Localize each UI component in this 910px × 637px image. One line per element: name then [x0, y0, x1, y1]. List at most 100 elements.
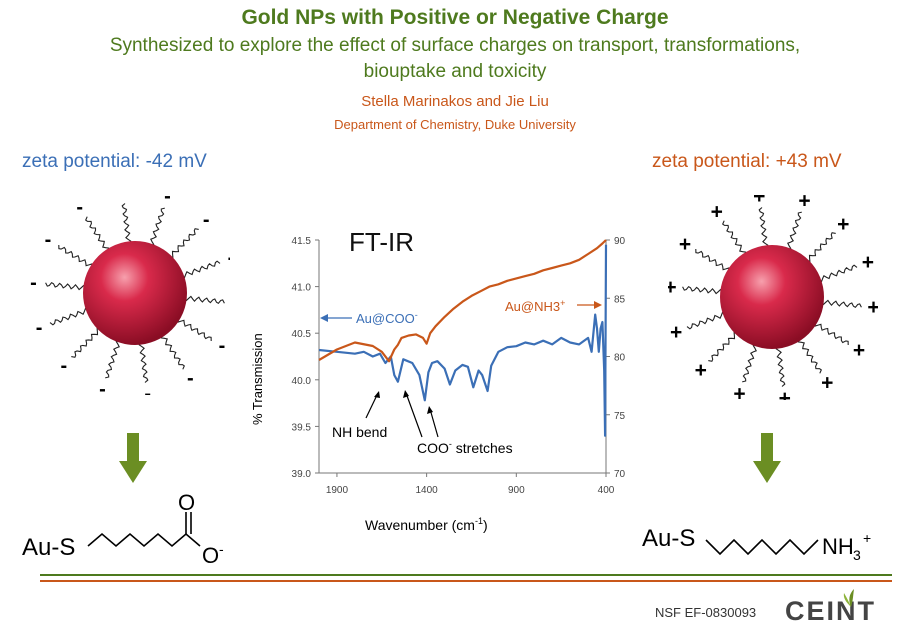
ligand: [686, 311, 726, 330]
plus-charge-icon: +: [837, 213, 849, 236]
minus-charge-icon: -: [164, 195, 171, 207]
formula-o-minus: O: [202, 543, 219, 568]
ligand: [184, 295, 225, 305]
ligand: [58, 244, 93, 267]
poster-subtitle-line1: Synthesized to explore the effect of sur…: [109, 35, 801, 56]
svg-text:Au@NH3+: Au@NH3+: [505, 298, 565, 314]
y-tick-label-left: 40.0: [292, 376, 312, 387]
svg-text:Au@COO-: Au@COO-: [356, 310, 418, 326]
alkyl-chain: [87, 532, 201, 548]
ligand: [806, 232, 836, 262]
series-line-au-coo: [318, 244, 608, 437]
ligand: [742, 343, 757, 383]
leaf-icon: [843, 589, 854, 607]
x-axis-label: Wavenumber (cm-1): [365, 516, 488, 533]
ligand: [758, 207, 769, 248]
formula-au-s: Au-S: [22, 534, 75, 561]
plus-charge-icon: +: [668, 276, 677, 299]
amine-ligand-formula: Au-S NH 3 +: [642, 525, 871, 563]
y-tick-label-left: 41.5: [292, 236, 312, 247]
down-arrow-left: [119, 433, 147, 483]
formula-minus-sup: -: [219, 541, 224, 557]
legend-au-nh3: Au@NH3+: [505, 298, 602, 314]
ligand: [105, 339, 120, 379]
chart-title: FT-IR: [349, 227, 414, 257]
legend-au-coo: Au@COO-: [320, 310, 418, 326]
department: Department of Chemistry, Duke University: [334, 117, 576, 132]
plus-charge-icon: +: [779, 387, 791, 400]
zeta-potential-negative: zeta potential: -42 mV: [22, 151, 207, 172]
plus-charge-icon: +: [821, 372, 833, 395]
positive-nanoparticle: +++++++++++ +++: [668, 195, 878, 400]
ftir-chart: FT-IR 39.0 39.5 40.0 40.5 41.0 41.5 70 75 80 85 90…: [250, 227, 626, 533]
ligand: [821, 299, 862, 309]
ligand-chains: [682, 207, 862, 387]
y-tick-label-right: 70: [614, 469, 626, 480]
negative-nanoparticle: --------------: [30, 195, 230, 395]
chart-axes: 39.0 39.5 40.0 40.5 41.0 41.5 70 75 80 85 90 1900 14…: [292, 236, 626, 496]
minus-charge-icon: -: [45, 229, 52, 251]
formula-sub-3: 3: [853, 547, 861, 563]
plus-charge-icon: +: [867, 296, 878, 319]
y-tick-label-right: 90: [614, 236, 626, 247]
y-tick-label-left: 39.5: [292, 422, 312, 433]
x-tick-label: 400: [598, 485, 615, 496]
ligand: [797, 338, 822, 374]
x-tick-label: 900: [508, 485, 525, 496]
ligand: [150, 207, 165, 247]
y-tick-label-right: 85: [614, 294, 626, 305]
x-tick-label: 1900: [326, 485, 349, 496]
chart-series: [318, 239, 608, 437]
plus-charge-icon: +: [670, 321, 682, 344]
formula-plus-sup: +: [863, 530, 871, 546]
authors: Stella Marinakos and Jie Liu: [361, 93, 549, 110]
ligand: [787, 211, 802, 251]
ligand: [169, 228, 199, 258]
grant-number: NSF EF-0830093: [655, 605, 757, 620]
plus-charge-icon: +: [695, 359, 707, 382]
plus-charge-icon: +: [753, 195, 765, 208]
ceint-logo: CEINT: [785, 596, 876, 626]
y-tick-label-left: 40.5: [292, 329, 312, 340]
down-arrow-right: [753, 433, 781, 483]
divider-green: [40, 574, 892, 576]
alkyl-chain: [705, 538, 819, 556]
y-axis-label: % Transmission: [250, 333, 265, 425]
plus-charge-icon: +: [862, 251, 874, 274]
minus-charge-icon: -: [76, 196, 83, 218]
divider-orange: [40, 580, 892, 582]
ligand: [775, 346, 786, 387]
ligand: [818, 264, 858, 283]
minus-charge-icon: -: [119, 195, 126, 203]
gold-sphere: [83, 241, 187, 345]
x-tick-label: 1400: [416, 485, 439, 496]
ligand: [85, 216, 110, 252]
minus-charge-icon: -: [36, 317, 43, 339]
gold-sphere: [720, 245, 824, 349]
poster-subtitle-line2: biouptake and toxicity: [363, 61, 547, 82]
ligand: [160, 334, 185, 370]
carboxylate-ligand-formula: Au-S O O -: [22, 490, 224, 568]
minus-charge-icon: -: [99, 379, 106, 395]
ligand: [49, 307, 89, 326]
annotation-nh-bend: NH bend: [332, 391, 387, 440]
ligand: [121, 203, 132, 244]
y-tick-label-right: 80: [614, 353, 626, 364]
series-line-au-nh3: [318, 239, 607, 363]
ligand: [682, 285, 723, 295]
y-tick-label-left: 39.0: [292, 469, 312, 480]
ligand: [71, 328, 101, 358]
plus-charge-icon: +: [679, 233, 691, 256]
ligand: [814, 323, 849, 346]
minus-charge-icon: -: [219, 335, 226, 357]
charge-symbols: --------------: [30, 195, 230, 395]
minus-charge-icon: -: [60, 355, 67, 377]
ligand: [708, 332, 738, 362]
ligand: [45, 281, 86, 291]
svg-text:NH bend: NH bend: [332, 424, 387, 440]
ligand: [138, 342, 149, 383]
ligand: [695, 248, 730, 271]
minus-charge-icon: -: [144, 383, 151, 395]
minus-charge-icon: -: [30, 272, 37, 294]
ligand: [722, 220, 747, 256]
